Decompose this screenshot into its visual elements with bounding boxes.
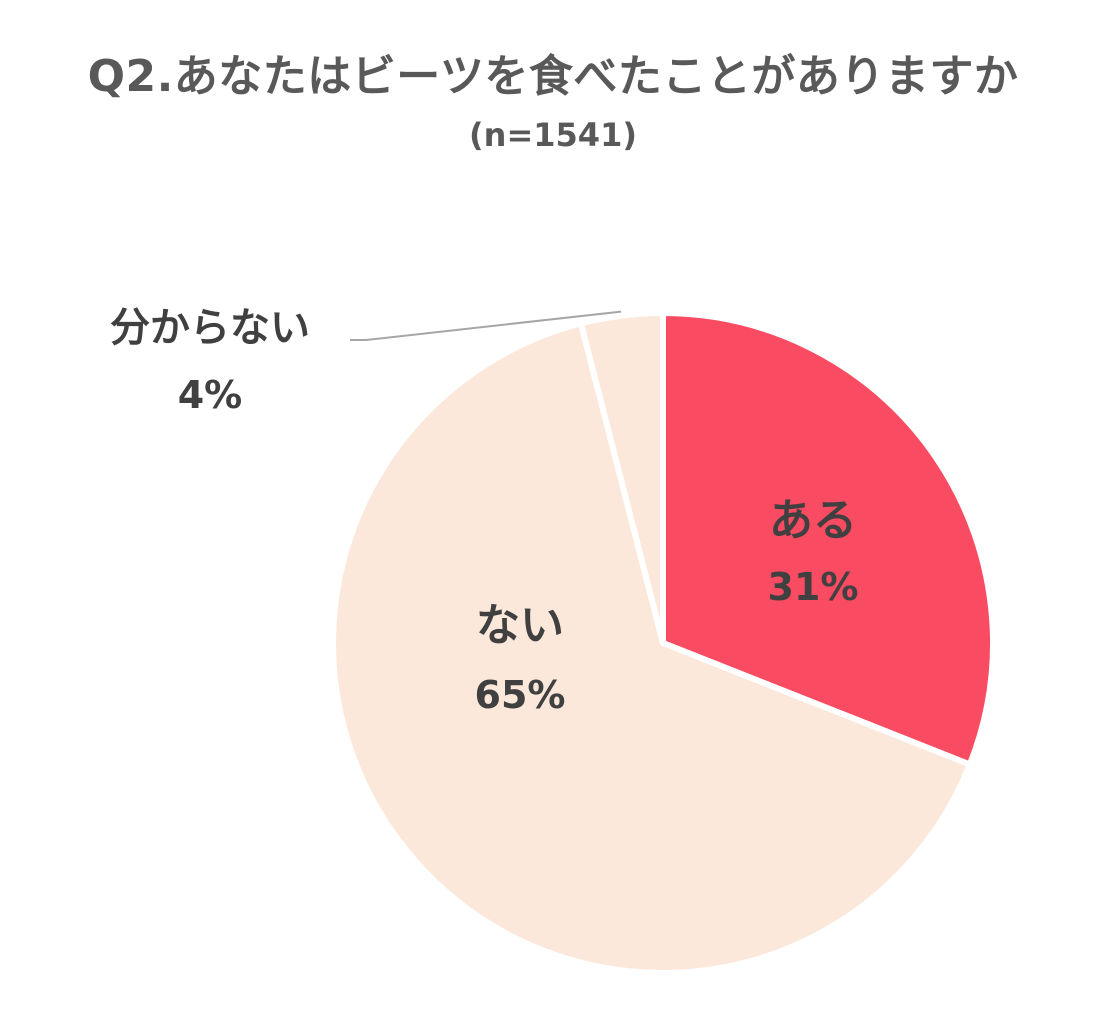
slice-category-label: 分からない — [110, 305, 310, 351]
chart-subtitle: (n=1541) — [469, 116, 637, 154]
slice-category-label: ない — [476, 600, 564, 651]
chart-title: Q2.あなたはビーツを食べたことがありますか — [87, 51, 1019, 102]
slice-value-label: 4% — [178, 373, 243, 417]
slice-value-label: 31% — [768, 565, 859, 609]
pie-slice-1 — [660, 310, 996, 768]
slice-value-label: 65% — [475, 673, 566, 717]
pie-slice-3 — [577, 310, 666, 646]
leader-line — [350, 310, 622, 341]
pie-slice-2 — [330, 320, 973, 976]
slice-category-label: ある — [769, 495, 857, 546]
